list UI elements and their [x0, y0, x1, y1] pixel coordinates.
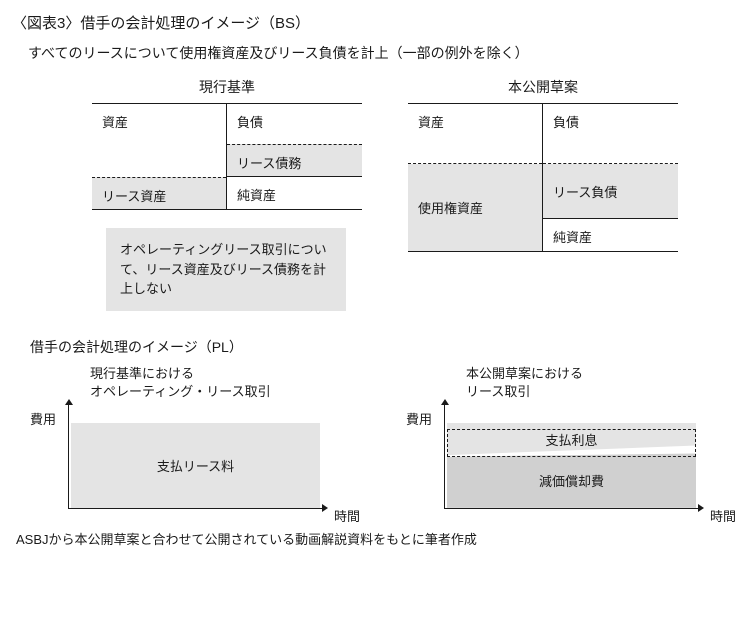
- liab-header-cell: 負債: [543, 104, 678, 164]
- y-axis-label: 費用: [406, 409, 432, 428]
- lease-liability-cell: リース負債: [543, 164, 678, 219]
- lease-payment-bar: 支払リース料: [71, 423, 320, 508]
- x-axis-label: 時間: [334, 506, 360, 525]
- x-axis-label: 時間: [710, 506, 736, 525]
- operating-lease-note: オペレーティングリース取引について、リース資産及びリース債務を計上しない: [106, 228, 346, 311]
- pl-left-caption-line2: オペレーティング・リース取引: [90, 384, 271, 399]
- assets-header-cell: 資産: [92, 104, 226, 177]
- bs-current-standard: 現行基準 資産 リース資産 負債 リース債務 純資産 オペレーティングリース取引…: [92, 77, 362, 311]
- chart-axes: 支払利息 減価償却費: [444, 405, 698, 509]
- pl-left-caption-line1: 現行基準における: [90, 366, 194, 381]
- depreciation-bar: 減価償却費: [447, 453, 696, 507]
- net-assets-cell: 純資産: [227, 177, 362, 210]
- chart-axes: 支払リース料: [68, 405, 322, 509]
- bs-left-table: 資産 リース資産 負債 リース債務 純資産: [92, 103, 362, 210]
- bs-right-heading: 本公開草案: [408, 77, 678, 97]
- assets-header-cell: 資産: [408, 104, 542, 164]
- stacked-bar: 支払利息 減価償却費: [447, 423, 696, 508]
- source-footnote: ASBJから本公開草案と合わせて公開されている動画解説資料をもとに筆者作成: [16, 529, 738, 548]
- pl-right-caption-line2: リース取引: [466, 384, 530, 399]
- liab-header-cell: 負債: [227, 104, 362, 144]
- pl-left-caption: 現行基準における オペレーティング・リース取引: [90, 365, 360, 401]
- figure-subtitle: すべてのリースについて使用権資産及びリース負債を計上（一部の例外を除く）: [28, 43, 738, 63]
- pl-section-title: 借手の会計処理のイメージ（PL）: [30, 337, 738, 357]
- y-axis-label: 費用: [30, 409, 56, 428]
- pl-right-caption: 本公開草案における リース取引: [466, 365, 736, 401]
- pl-left-chart: 費用 支払リース料 時間: [30, 405, 360, 525]
- pl-right-chart: 費用 支払利息 減価償却費 時間: [406, 405, 736, 525]
- pl-exposure-draft: 本公開草案における リース取引 費用 支払利息 減価償却費 時間: [406, 365, 736, 525]
- interest-expense-bar: 支払利息: [447, 423, 696, 455]
- bs-left-heading: 現行基準: [92, 77, 362, 97]
- pl-current-standard: 現行基準における オペレーティング・リース取引 費用 支払リース料 時間: [30, 365, 360, 525]
- lease-asset-cell: リース資産: [92, 177, 226, 210]
- figure-title: 〈図表3〉借手の会計処理のイメージ（BS）: [12, 12, 738, 33]
- rou-asset-cell: 使用権資産: [408, 164, 542, 252]
- bs-right-table: 資産 使用権資産 負債 リース負債 純資産: [408, 103, 678, 252]
- lease-obligation-cell: リース債務: [227, 144, 362, 177]
- pl-right-caption-line1: 本公開草案における: [466, 366, 583, 381]
- pl-comparison-row: 現行基準における オペレーティング・リース取引 費用 支払リース料 時間 本公開…: [30, 365, 738, 525]
- bs-comparison-row: 現行基準 資産 リース資産 負債 リース債務 純資産 オペレーティングリース取引…: [92, 77, 738, 311]
- net-assets-cell: 純資産: [543, 219, 678, 252]
- bs-exposure-draft: 本公開草案 資産 使用権資産 負債 リース負債 純資産: [408, 77, 678, 311]
